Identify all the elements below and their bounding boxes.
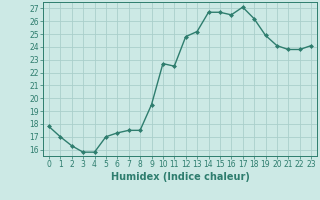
X-axis label: Humidex (Indice chaleur): Humidex (Indice chaleur) <box>111 172 249 182</box>
